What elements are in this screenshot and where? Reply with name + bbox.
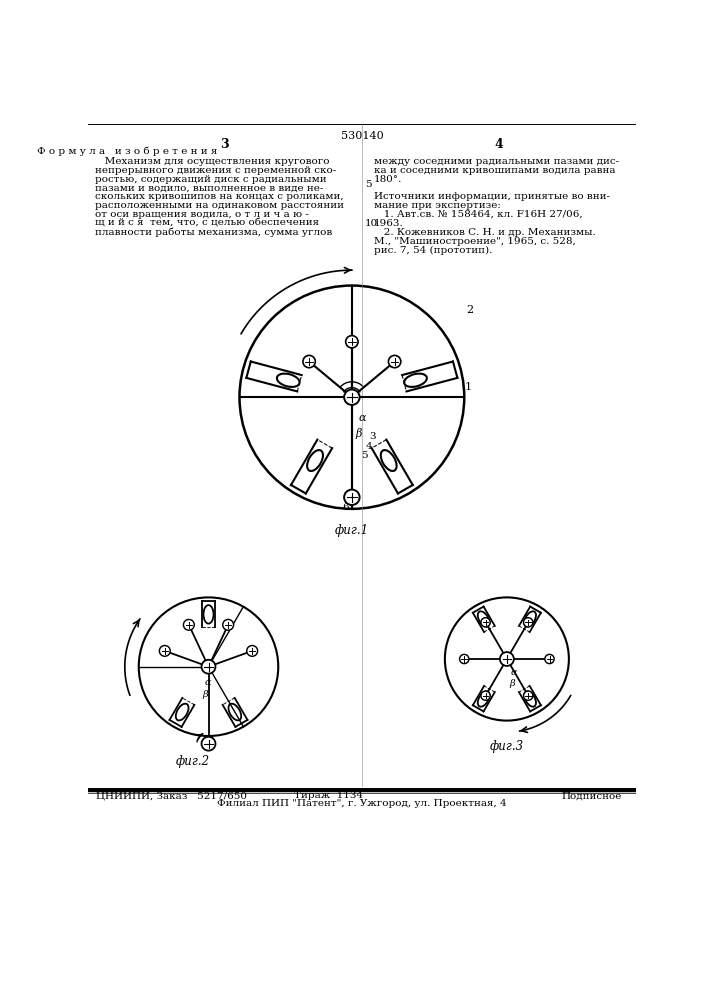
Text: ЦНИИПИ, Заказ   5217/650: ЦНИИПИ, Заказ 5217/650 — [96, 791, 247, 800]
Text: 530140: 530140 — [341, 131, 383, 141]
Circle shape — [201, 660, 216, 674]
Text: 2: 2 — [467, 305, 474, 315]
Text: рис. 7, 54 (прототип).: рис. 7, 54 (прототип). — [373, 246, 492, 255]
Text: от оси вращения водила, о т л и ч а ю -: от оси вращения водила, о т л и ч а ю - — [95, 210, 308, 219]
Text: 4: 4 — [495, 138, 503, 151]
Text: 1: 1 — [464, 382, 472, 392]
Circle shape — [159, 646, 170, 656]
Text: ка и соседними кривошипами водила равна: ка и соседними кривошипами водила равна — [373, 166, 615, 175]
Circle shape — [545, 654, 554, 664]
Circle shape — [201, 737, 216, 751]
Circle shape — [524, 691, 533, 700]
Text: Ф о р м у л а   и з о б р е т е н и я: Ф о р м у л а и з о б р е т е н и я — [37, 147, 217, 156]
Circle shape — [481, 618, 490, 627]
Text: β: β — [509, 679, 515, 688]
Text: 2. Кожевников С. Н. и др. Механизмы.: 2. Кожевников С. Н. и др. Механизмы. — [373, 228, 595, 237]
Text: Филиал ПИП "Патент", г. Ужгород, ул. Проектная, 4: Филиал ПИП "Патент", г. Ужгород, ул. Про… — [217, 799, 507, 808]
Text: фиг.1: фиг.1 — [335, 524, 369, 537]
Circle shape — [223, 619, 233, 630]
Circle shape — [460, 654, 469, 664]
Text: 3: 3 — [369, 432, 375, 441]
Text: Механизм для осуществления кругового: Механизм для осуществления кругового — [95, 157, 329, 166]
Text: мание при экспертизе:: мание при экспертизе: — [373, 201, 501, 210]
Text: α: α — [358, 413, 366, 423]
Text: Источники информации, принятые во вни-: Источники информации, принятые во вни- — [373, 192, 609, 201]
Circle shape — [524, 618, 533, 627]
Text: 4: 4 — [366, 442, 373, 451]
Text: α: α — [510, 668, 518, 677]
Text: 6: 6 — [343, 503, 349, 512]
Text: 1963.: 1963. — [373, 219, 403, 228]
Text: 10: 10 — [365, 219, 378, 228]
Text: пазами и водило, выполненное в виде не-: пазами и водило, выполненное в виде не- — [95, 184, 323, 193]
Text: фиг.3: фиг.3 — [490, 740, 524, 753]
Circle shape — [247, 646, 257, 656]
Text: α: α — [204, 678, 211, 687]
Circle shape — [344, 490, 360, 505]
Circle shape — [183, 619, 194, 630]
Text: Тираж  1134: Тираж 1134 — [294, 791, 363, 800]
Text: 1. Авт.св. № 158464, кл. F16H 27/06,: 1. Авт.св. № 158464, кл. F16H 27/06, — [373, 210, 582, 219]
Circle shape — [481, 691, 490, 700]
Circle shape — [344, 389, 360, 405]
Text: между соседними радиальными пазами дис-: между соседними радиальными пазами дис- — [373, 157, 619, 166]
Text: М., "Машиностроение", 1965, с. 528,: М., "Машиностроение", 1965, с. 528, — [373, 237, 575, 246]
Circle shape — [303, 355, 315, 368]
Text: 5: 5 — [365, 180, 372, 189]
Text: скольких кривошипов на концах с роликами,: скольких кривошипов на концах с роликами… — [95, 192, 343, 201]
Circle shape — [346, 336, 358, 348]
Text: ростью, содержащий диск с радиальными: ростью, содержащий диск с радиальными — [95, 175, 326, 184]
Text: β: β — [202, 690, 208, 699]
Text: непрерывного движения с переменной ско-: непрерывного движения с переменной ско- — [95, 166, 336, 175]
Text: фиг.2: фиг.2 — [176, 755, 210, 768]
Text: β: β — [356, 428, 362, 439]
Circle shape — [500, 652, 514, 666]
Text: щ и й с я  тем, что, с целью обеспечения: щ и й с я тем, что, с целью обеспечения — [95, 219, 319, 228]
Text: 5: 5 — [361, 451, 368, 460]
Text: 180°.: 180°. — [373, 175, 402, 184]
Text: плавности работы механизма, сумма углов: плавности работы механизма, сумма углов — [95, 228, 332, 237]
Text: 3: 3 — [221, 138, 229, 151]
Text: Подписное: Подписное — [562, 791, 622, 800]
Circle shape — [388, 355, 401, 368]
Text: расположенными на одинаковом расстоянии: расположенными на одинаковом расстоянии — [95, 201, 344, 210]
